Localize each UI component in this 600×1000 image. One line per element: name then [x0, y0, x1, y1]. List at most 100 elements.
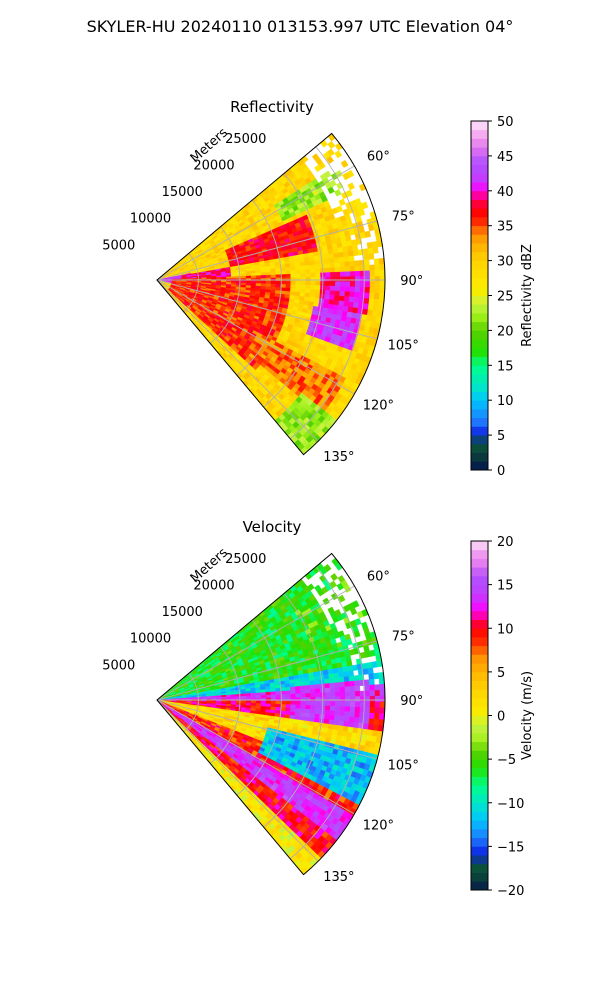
field-cell	[334, 295, 340, 301]
field-cell	[334, 290, 341, 297]
colorbar-segment	[471, 190, 488, 200]
theta-tick-label: 60°	[367, 150, 390, 165]
field-cell	[325, 696, 331, 702]
field-cell	[340, 159, 349, 168]
field-cell	[226, 276, 232, 279]
field-cell	[310, 705, 316, 710]
colorbar-segment	[471, 234, 488, 244]
field-cell	[260, 700, 267, 705]
field-cell	[265, 271, 272, 276]
field-cell	[344, 286, 351, 293]
field-cell	[354, 291, 361, 298]
colorbar-segment	[471, 443, 488, 453]
field-cell	[241, 280, 247, 284]
field-cell	[334, 286, 341, 292]
field-cell	[335, 281, 341, 287]
field-cell	[309, 684, 316, 690]
field-cell	[285, 273, 292, 278]
colorbar-segment	[471, 278, 488, 288]
theta-tick-label: 75°	[392, 210, 415, 225]
field-cell	[250, 280, 257, 284]
field-cell	[338, 198, 346, 206]
field-cell	[300, 269, 306, 274]
colorbar-tick-label: 50	[497, 115, 514, 130]
field-cell	[308, 676, 315, 682]
field-cell	[285, 266, 291, 272]
colorbar-segment	[471, 269, 488, 279]
field-cell	[300, 281, 306, 286]
field-cell	[347, 182, 355, 191]
field-cell	[347, 250, 355, 257]
field-cell	[309, 709, 316, 715]
field-cell	[328, 678, 335, 684]
field-cell	[333, 677, 340, 684]
field-cell	[265, 277, 272, 282]
field-cell	[328, 719, 335, 726]
field-cell	[314, 293, 321, 299]
field-cell	[285, 693, 292, 698]
field-cell	[364, 292, 370, 299]
field-cell	[344, 291, 351, 298]
colorbar-segment	[471, 208, 488, 218]
field-cell	[330, 701, 336, 707]
field-cell	[338, 256, 345, 263]
field-cell	[295, 288, 301, 293]
field-cell	[334, 710, 341, 717]
field-cell	[339, 261, 346, 268]
colorbar-segment	[471, 243, 488, 253]
field-cell	[333, 252, 340, 259]
field-cell	[221, 696, 227, 700]
field-cell	[290, 287, 296, 293]
field-cell	[300, 704, 306, 710]
field-cell	[364, 259, 370, 266]
field-cell	[275, 687, 281, 692]
field-cell	[364, 264, 371, 272]
field-cell	[308, 256, 315, 262]
field-cell	[299, 261, 306, 267]
field-cell	[324, 290, 331, 296]
field-cell	[299, 681, 306, 687]
theta-tick-label: 135°	[323, 450, 354, 465]
field-cell	[245, 275, 252, 279]
field-cell	[265, 688, 271, 693]
field-cell	[355, 276, 361, 282]
colorbar-segment	[471, 400, 488, 410]
field-cell	[324, 683, 331, 689]
colorbar-segment	[471, 173, 488, 183]
field-cell	[231, 276, 237, 279]
field-cell	[325, 272, 331, 278]
field-cell	[363, 297, 370, 305]
field-cell	[328, 673, 335, 680]
field-cell	[352, 249, 359, 257]
field-cell	[250, 692, 257, 697]
field-cell	[285, 707, 291, 712]
field-cell	[275, 277, 282, 282]
field-cell	[314, 713, 321, 719]
field-cell	[299, 265, 306, 271]
colorbar-tick-label: 10	[497, 394, 514, 409]
field-cell	[379, 281, 386, 289]
field-cell	[300, 284, 306, 290]
field-cell	[335, 276, 341, 282]
field-cell	[285, 284, 291, 289]
field-cell	[325, 281, 331, 287]
field-cell	[333, 672, 340, 679]
field-cell	[334, 189, 342, 197]
field-cell	[260, 692, 267, 696]
field-cell	[285, 704, 291, 709]
field-cell	[289, 266, 296, 271]
field-cell	[379, 275, 386, 283]
theta-tick-label: 90°	[400, 274, 423, 289]
field-cell	[285, 697, 292, 702]
field-cell	[329, 290, 336, 296]
field-cell	[314, 679, 321, 686]
field-cell	[369, 292, 375, 300]
field-cell	[315, 705, 321, 711]
field-cell	[270, 271, 277, 276]
field-cell	[270, 688, 276, 693]
field-cell	[285, 280, 292, 285]
colorbar-label: Reflectivity dBZ	[520, 244, 535, 347]
field-cell	[324, 710, 331, 716]
panel-title: Velocity	[243, 518, 302, 536]
